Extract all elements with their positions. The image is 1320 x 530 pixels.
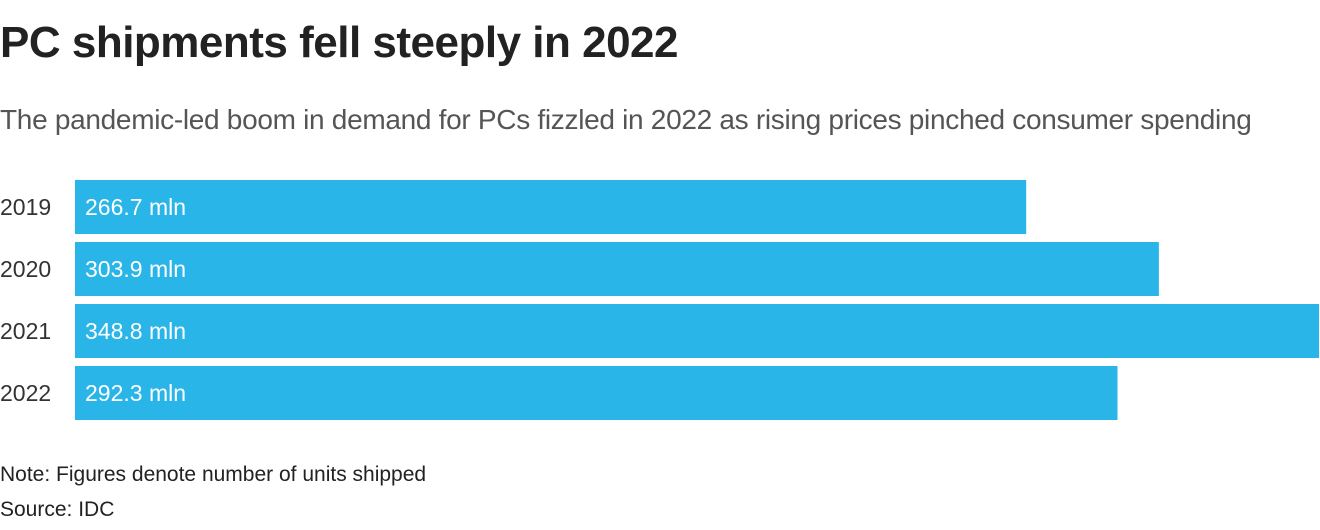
bar-data-label: 266.7 mln xyxy=(85,194,186,220)
y-tick-label: 2021 xyxy=(0,318,51,344)
chart-title: PC shipments fell steeply in 2022 xyxy=(0,18,678,67)
bar xyxy=(75,180,1027,234)
bar xyxy=(75,242,1159,296)
bar-data-label: 303.9 mln xyxy=(85,256,186,282)
chart-subtitle: The pandemic-led boom in demand for PCs … xyxy=(0,104,1252,135)
chart-source: Source: IDC xyxy=(0,498,115,521)
y-tick-label: 2020 xyxy=(0,256,51,282)
bar xyxy=(75,304,1319,358)
chart-note: Note: Figures denote number of units shi… xyxy=(0,463,427,486)
bar-chart: 2019 266.7 mln 2020 303.9 mln 2021 348.8 mln 2… xyxy=(0,180,1319,420)
y-tick-label: 2019 xyxy=(0,194,51,220)
y-tick-label: 2022 xyxy=(0,380,51,406)
bar-data-label: 292.3 mln xyxy=(85,380,186,406)
bar-data-label: 348.8 mln xyxy=(85,318,186,344)
bar xyxy=(75,366,1118,420)
